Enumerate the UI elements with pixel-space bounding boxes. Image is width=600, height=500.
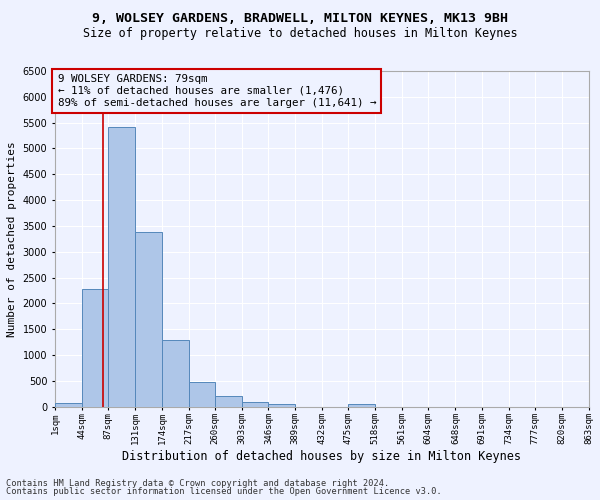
Bar: [349, 404, 375, 406]
Bar: [215, 396, 242, 406]
Bar: [162, 340, 188, 406]
Y-axis label: Number of detached properties: Number of detached properties: [7, 141, 17, 336]
Bar: [55, 403, 82, 406]
Bar: [242, 402, 268, 406]
Text: 9, WOLSEY GARDENS, BRADWELL, MILTON KEYNES, MK13 9BH: 9, WOLSEY GARDENS, BRADWELL, MILTON KEYN…: [92, 12, 508, 26]
Text: Contains HM Land Registry data © Crown copyright and database right 2024.: Contains HM Land Registry data © Crown c…: [6, 478, 389, 488]
Bar: [188, 382, 215, 406]
Text: 9 WOLSEY GARDENS: 79sqm
← 11% of detached houses are smaller (1,476)
89% of semi: 9 WOLSEY GARDENS: 79sqm ← 11% of detache…: [58, 74, 376, 108]
Bar: [82, 289, 108, 406]
Text: Contains public sector information licensed under the Open Government Licence v3: Contains public sector information licen…: [6, 487, 442, 496]
Bar: [136, 232, 162, 406]
X-axis label: Distribution of detached houses by size in Milton Keynes: Distribution of detached houses by size …: [122, 450, 521, 463]
Bar: [108, 126, 135, 406]
Bar: [268, 404, 295, 406]
Text: Size of property relative to detached houses in Milton Keynes: Size of property relative to detached ho…: [83, 28, 517, 40]
